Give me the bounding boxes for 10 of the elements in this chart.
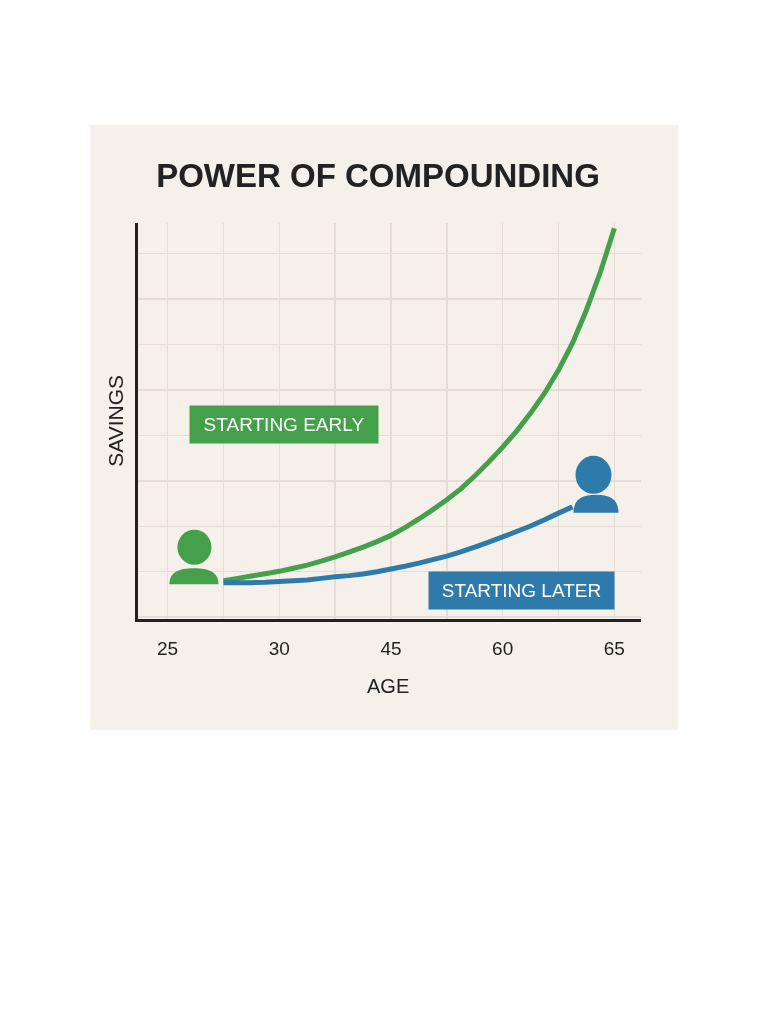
x-tick-label: 25 <box>157 637 179 659</box>
text: STARTING EARLY <box>203 414 365 435</box>
x-tick-label: 60 <box>492 637 514 659</box>
x-axis-title: AGE <box>367 675 410 697</box>
series-label: STARTING LATER <box>441 580 602 601</box>
chart-title: POWER OF COMPOUNDING <box>156 157 600 195</box>
y-axis-title: SAVINGS <box>103 375 127 467</box>
x-tick-label: 45 <box>380 637 402 659</box>
x-tick-label: 30 <box>268 637 290 659</box>
x-tick-label: 65 <box>603 637 625 659</box>
